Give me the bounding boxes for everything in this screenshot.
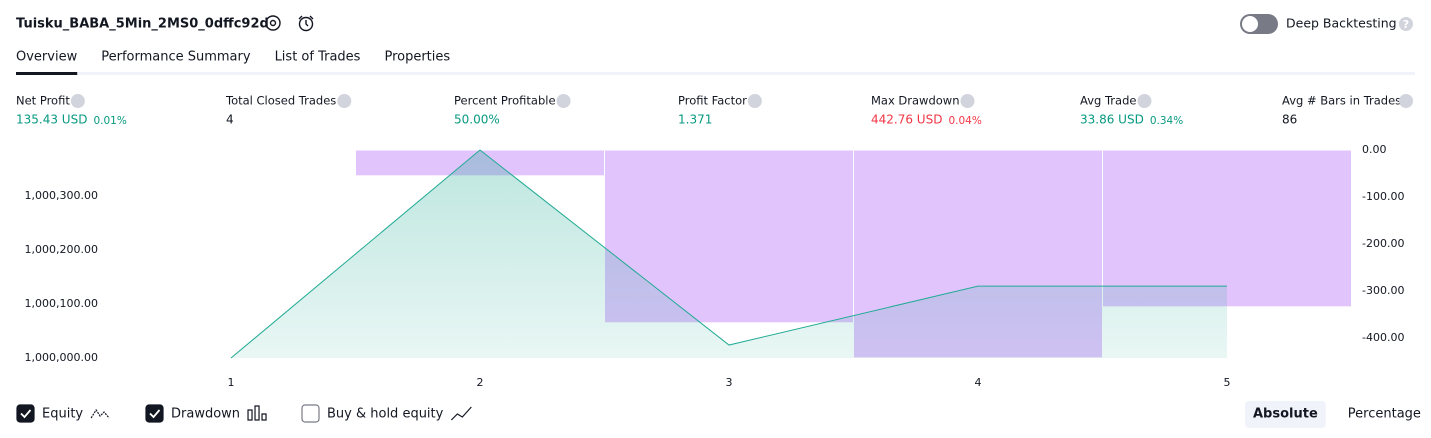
tab[interactable]: Performance Summary <box>101 50 251 65</box>
tab[interactable]: Overview <box>16 50 78 65</box>
metric-value: 4 <box>226 113 234 127</box>
drawdown-bar <box>1102 149 1352 308</box>
info-icon[interactable] <box>747 94 762 108</box>
alert-icon[interactable] <box>298 15 314 32</box>
checkbox[interactable] <box>145 404 164 423</box>
equity-area <box>231 150 1227 358</box>
info-icon[interactable] <box>556 94 571 108</box>
help-icon[interactable]: ? <box>1399 17 1413 31</box>
legend-label: Drawdown <box>171 407 240 422</box>
info-icon[interactable] <box>960 94 975 108</box>
checkbox[interactable] <box>301 404 320 423</box>
y-tick-label: 1,000,300.00 <box>25 189 98 202</box>
check-mark <box>20 409 32 419</box>
x-tick-label: 5 <box>1224 376 1231 389</box>
y2-tick-label: -300.00 <box>1362 284 1404 297</box>
x-tick-label: 4 <box>975 376 982 389</box>
metric-label: Avg Trade <box>1080 94 1136 108</box>
checkbox[interactable] <box>16 404 35 423</box>
metric-value: 50.00% <box>454 113 500 127</box>
metric-label: Max Drawdown <box>871 94 960 108</box>
strategy-title: Tuisku_BABA_5Min_2MS0_0dffc92d <box>16 17 269 32</box>
drawdown-bar <box>106 149 356 152</box>
y2-tick-label: -400.00 <box>1362 331 1404 344</box>
metric-label: Profit Factor <box>678 94 747 108</box>
tab-underline <box>16 72 78 75</box>
settings-icon[interactable] <box>265 15 281 31</box>
mode-label: Percentage <box>1348 407 1421 422</box>
tab[interactable]: List of Trades <box>275 50 361 65</box>
toggle-label: Deep Backtesting <box>1286 16 1397 31</box>
metric-label: Percent Profitable <box>454 94 556 108</box>
metric-percent: 0.04% <box>948 115 981 127</box>
tab-divider <box>16 72 1415 75</box>
metric-value: 1.371 <box>678 113 712 127</box>
equity-line <box>230 149 1227 359</box>
x-tick-label: 1 <box>228 376 235 389</box>
y-tick-label: 1,000,200.00 <box>25 243 98 256</box>
x-tick-label: 3 <box>726 376 733 389</box>
metric-label: Avg # Bars in Trades <box>1282 94 1401 108</box>
mode-button[interactable] <box>1245 401 1326 428</box>
info-icon[interactable] <box>70 94 85 108</box>
y-tick-label: 1,000,100.00 <box>25 297 98 310</box>
svg-text:?: ? <box>1403 18 1409 31</box>
tab[interactable]: Properties <box>384 50 450 65</box>
info-icon[interactable] <box>337 94 352 108</box>
deep-backtesting-toggle[interactable] <box>1240 14 1278 34</box>
metric-value: 33.86 USD <box>1080 113 1144 127</box>
metric-label: Net Profit <box>16 94 70 108</box>
metric-value: 86 <box>1282 113 1297 127</box>
toggle-knob <box>1242 16 1258 32</box>
check-mark <box>149 409 161 419</box>
y2-tick-label: -100.00 <box>1362 190 1404 203</box>
metric-label: Total Closed Trades <box>225 94 336 108</box>
info-icon[interactable] <box>1399 94 1413 108</box>
legend-icon <box>90 408 110 419</box>
y2-tick-label: 0.00 <box>1362 143 1387 156</box>
metric-value: 442.76 USD <box>871 113 942 127</box>
info-icon[interactable] <box>1137 94 1152 108</box>
metric-value: 135.43 USD <box>16 113 87 127</box>
legend-label: Buy & hold equity <box>327 407 444 422</box>
legend-icon <box>450 406 472 421</box>
metric-percent: 0.01% <box>93 115 126 127</box>
y2-tick-label: -200.00 <box>1362 237 1404 250</box>
y-tick-label: 1,000,000.00 <box>25 351 98 364</box>
legend-label: Equity <box>42 407 83 422</box>
metric-percent: 0.34% <box>1150 115 1183 127</box>
mode-label: Absolute <box>1253 407 1318 422</box>
x-tick-label: 2 <box>477 376 484 389</box>
legend-icon <box>247 405 267 421</box>
